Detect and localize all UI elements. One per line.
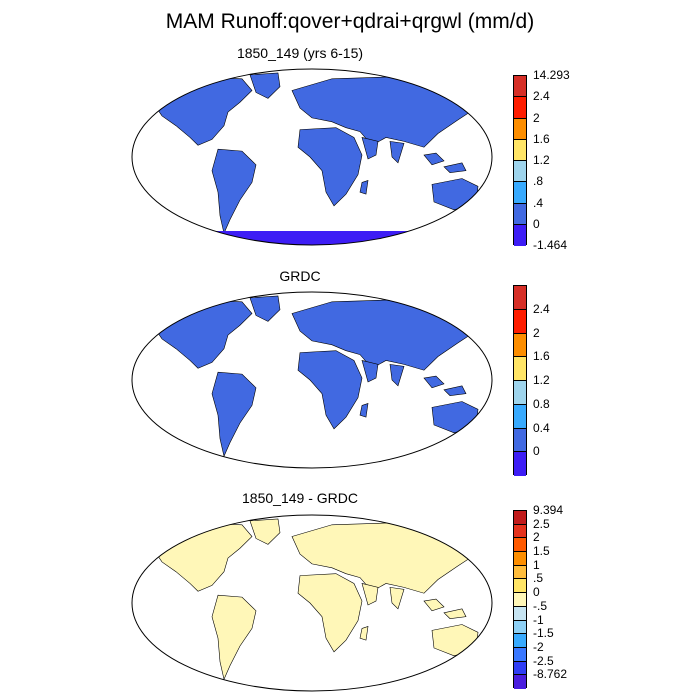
colorbar-swatch: [514, 565, 526, 580]
colorbar-tick-label: -2: [533, 639, 544, 654]
colorbar-swatch: [514, 606, 526, 621]
colorbar-tick-label: 2: [533, 530, 540, 545]
colorbar-swatch: [514, 593, 526, 607]
map-panel-3: [131, 514, 493, 692]
colorbar-tick-label: 2.5: [533, 516, 550, 531]
colorbar-tick-label: -.5: [533, 598, 548, 613]
colorbar-tick-label: 0: [533, 444, 540, 459]
colorbar-tick-label: -1: [533, 612, 544, 627]
main-title: MAM Runoff:qover+qdrai+qrgwl (mm/d): [165, 10, 535, 33]
colorbar-tick-label: 1.6: [533, 349, 550, 364]
colorbar-swatch: [514, 620, 526, 635]
colorbar-swatch: [514, 538, 526, 553]
map-panel-1: [131, 68, 493, 246]
colorbar-swatch: [514, 333, 526, 358]
colorbar-tick-label: 0.8: [533, 396, 550, 411]
colorbar-swatch: [514, 452, 526, 476]
panel-3-colorbar: [513, 510, 527, 689]
colorbar-swatch: [514, 224, 526, 246]
map-panel-2: [131, 291, 493, 469]
colorbar-swatch: [514, 428, 526, 453]
colorbar-tick-label: 0: [533, 585, 540, 600]
colorbar-swatch: [514, 647, 526, 662]
colorbar-swatch: [514, 182, 526, 204]
colorbar-swatch: [514, 309, 526, 334]
colorbar-tick-label: 1.5: [533, 544, 550, 559]
colorbar-tick-label: 2.4: [533, 89, 550, 104]
colorbar-tick-label: 1.2: [533, 153, 550, 167]
colorbar-swatch: [514, 675, 526, 689]
colorbar-swatch: [514, 357, 526, 381]
colorbar-swatch: [514, 97, 526, 119]
colorbar-tick-label: 14.293: [533, 68, 570, 82]
map-border: [131, 68, 493, 246]
map-border: [131, 514, 493, 692]
colorbar-tick-label: 1.6: [533, 131, 550, 146]
continents: [151, 295, 483, 457]
colorbar-tick-label: 0.4: [533, 420, 550, 435]
colorbar-tick-label: 2: [533, 110, 540, 125]
colorbar-tick-label: 2: [533, 325, 540, 340]
colorbar-tick-label: 0: [533, 216, 540, 231]
colorbar-swatch: [514, 118, 526, 140]
panel-1-colorbar: [513, 75, 527, 246]
colorbar-swatch: [514, 552, 526, 566]
colorbar-tick-label: -8.762: [533, 667, 568, 682]
colorbar-tick-label: 1: [533, 557, 540, 572]
colorbar-swatch: [514, 381, 526, 405]
colorbar-swatch: [514, 511, 526, 525]
panel-2-colorbar: [513, 285, 527, 476]
map-border: [131, 291, 493, 469]
colorbar-swatch: [514, 139, 526, 161]
colorbar-tick-label: -1.464: [533, 238, 568, 252]
panel-2-title: GRDC: [279, 268, 321, 284]
colorbar-tick-label: 1.2: [533, 373, 550, 387]
continents: [151, 72, 483, 234]
colorbar-tick-label: .4: [533, 195, 544, 210]
colorbar-tick-label: -2.5: [533, 653, 554, 668]
colorbar-swatch: [514, 203, 526, 225]
colorbar-tick-label: .8: [533, 174, 544, 189]
colorbar-swatch: [514, 404, 526, 429]
colorbar-tick-label: -1.5: [533, 626, 554, 641]
panel-3-title: 1850_149 - GRDC: [242, 490, 358, 506]
panel-1-title: 1850_149 (yrs 6-15): [236, 45, 364, 61]
colorbar-swatch: [514, 634, 526, 648]
continents: [151, 518, 483, 680]
colorbar-swatch: [514, 76, 526, 98]
colorbar-swatch: [514, 161, 526, 183]
colorbar-swatch: [514, 286, 526, 310]
colorbar-swatch: [514, 661, 526, 676]
colorbar-tick-label: .5: [533, 571, 544, 586]
colorbar-swatch: [514, 579, 526, 594]
colorbar-swatch: [514, 524, 526, 539]
colorbar-tick-label: 2.4: [533, 301, 550, 316]
colorbar-tick-label: 9.394: [533, 503, 564, 517]
